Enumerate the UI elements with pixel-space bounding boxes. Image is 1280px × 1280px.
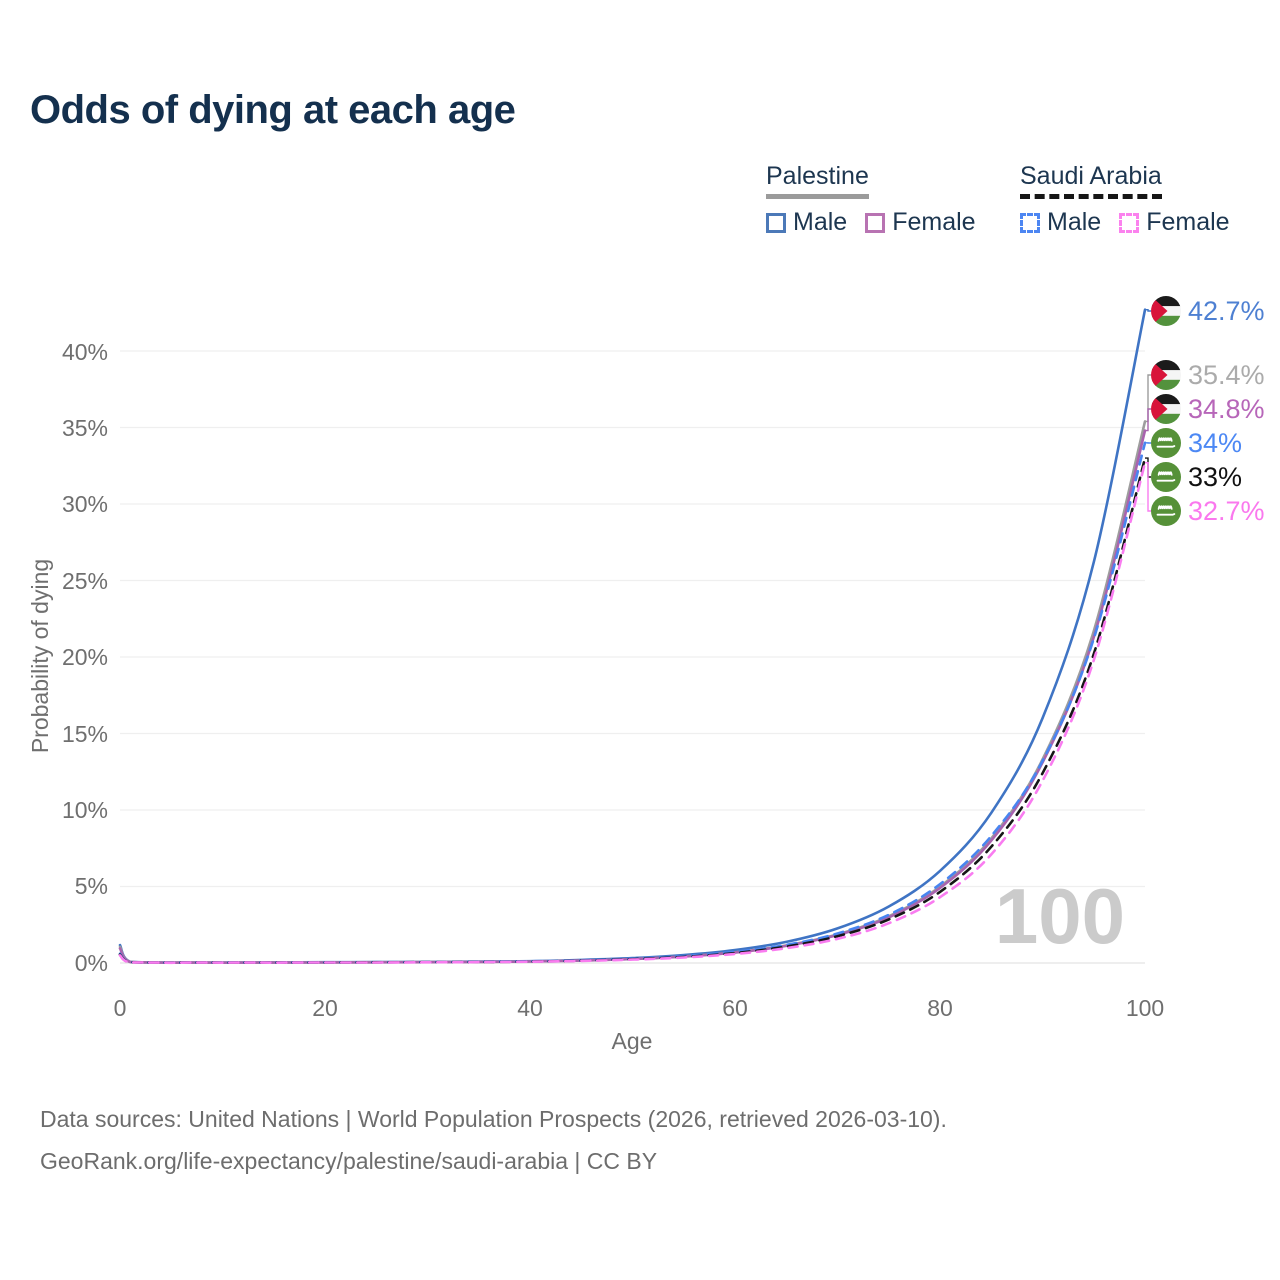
end-value-label-palestine-male: 42.7% xyxy=(1188,296,1265,326)
legend-item-palestine-male[interactable]: Male xyxy=(766,208,847,237)
palestine-flag-icon xyxy=(1151,296,1181,326)
curve-palestine-both[interactable] xyxy=(118,420,1147,964)
saudi-arabia-flag-icon xyxy=(1150,495,1182,527)
y-tick: 40% xyxy=(62,339,108,365)
curve-palestine-male[interactable] xyxy=(118,308,1147,964)
x-tick: 0 xyxy=(114,995,127,1021)
footer: Data sources: United Nations | World Pop… xyxy=(40,1104,947,1188)
page-title: Odds of dying at each age xyxy=(30,88,516,132)
x-tick: 80 xyxy=(927,995,953,1021)
legend-item-label: Male xyxy=(1047,208,1102,236)
legend-group-palestine: Palestine Male Female xyxy=(766,162,976,237)
saudi-arabia-flag-icon xyxy=(1150,461,1182,493)
y-tick: 35% xyxy=(62,415,108,441)
x-tick: 40 xyxy=(517,995,543,1021)
y-tick: 10% xyxy=(62,797,108,823)
end-connector-palestine-both xyxy=(1145,374,1151,423)
palestine-male-line-swatch-icon xyxy=(766,212,786,233)
y-axis-title: Probability of dying xyxy=(27,559,53,753)
palestine-flag-icon xyxy=(1151,394,1181,424)
legend-item-label: Male xyxy=(793,208,848,236)
end-value-label-palestine-both: 35.4% xyxy=(1188,360,1265,390)
curve-palestine-female[interactable] xyxy=(118,429,1147,965)
saudi-arabia-flag-icon xyxy=(1150,427,1182,459)
palestine-flag-icon xyxy=(1151,360,1181,390)
legend-group-saudi-arabia: Saudi Arabia Male Female xyxy=(1020,162,1230,237)
palestine-female-line-swatch-icon xyxy=(865,212,886,233)
saudi-female-line-swatch-icon xyxy=(1119,212,1140,233)
x-tick: 20 xyxy=(312,995,338,1021)
end-value-label-saudi-arabia-female: 32.7% xyxy=(1188,496,1265,526)
x-axis-title: Age xyxy=(612,1028,653,1054)
y-tick: 5% xyxy=(75,873,108,899)
end-connector-palestine-male xyxy=(1145,309,1151,312)
age-100-watermark: 100 xyxy=(995,872,1125,960)
attribution-text: GeoRank.org/life-expectancy/palestine/sa… xyxy=(40,1148,658,1174)
end-value-label-saudi-arabia-both: 33% xyxy=(1188,462,1242,492)
curve-saudi-arabia-female[interactable] xyxy=(118,461,1147,965)
y-tick: 15% xyxy=(62,721,108,747)
y-tick: 0% xyxy=(75,950,108,976)
legend-item-saudi-male[interactable]: Male xyxy=(1020,208,1101,237)
end-connector-saudi-arabia-female xyxy=(1145,462,1151,512)
end-value-label-saudi-arabia-male: 34% xyxy=(1188,428,1242,458)
mortality-line-chart[interactable]: 100 0% 5% 10% 15% 20% 25% 30% 35% 40% 0 … xyxy=(0,0,1280,1080)
legend-country-saudi-arabia[interactable]: Saudi Arabia xyxy=(1020,162,1162,199)
legend-item-label: Female xyxy=(1146,208,1230,236)
x-tick: 100 xyxy=(1126,995,1164,1021)
y-tick: 20% xyxy=(62,644,108,670)
y-tick: 25% xyxy=(62,568,108,594)
legend-country-palestine[interactable]: Palestine xyxy=(766,162,869,199)
x-axis-tick-labels: 0 20 40 60 80 100 xyxy=(114,995,1165,1021)
legend-item-palestine-female[interactable]: Female xyxy=(865,208,976,237)
end-connector-palestine-female xyxy=(1145,408,1151,432)
curve-saudi-arabia-male[interactable] xyxy=(118,441,1147,965)
saudi-male-line-swatch-icon xyxy=(1020,212,1040,233)
legend-item-label: Female xyxy=(892,208,976,236)
data-sources-text: Data sources: United Nations | World Pop… xyxy=(40,1106,947,1132)
y-axis-tick-labels: 0% 5% 10% 15% 20% 25% 30% 35% 40% xyxy=(62,339,108,976)
legend-item-saudi-female[interactable]: Female xyxy=(1119,208,1230,237)
gridlines xyxy=(120,350,1145,964)
x-tick: 60 xyxy=(722,995,748,1021)
y-tick: 30% xyxy=(62,491,108,517)
end-value-label-palestine-female: 34.8% xyxy=(1188,394,1265,424)
